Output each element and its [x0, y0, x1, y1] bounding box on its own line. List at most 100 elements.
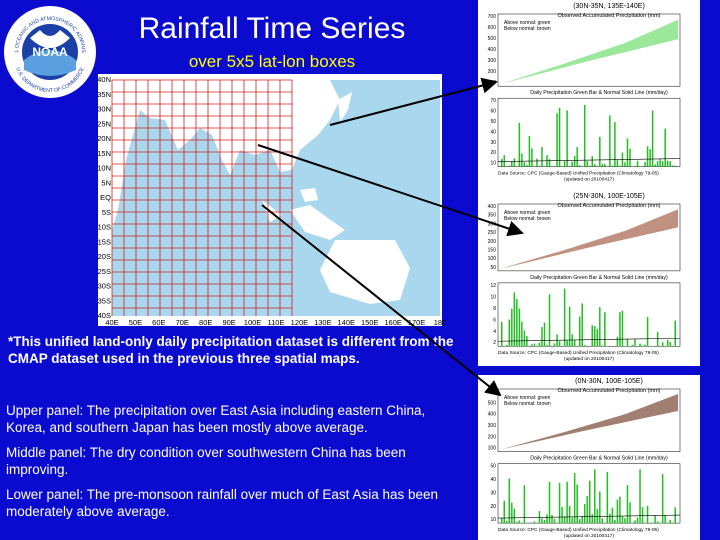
lower-bar [508, 319, 511, 347]
lower-bar [616, 159, 619, 167]
lower-bar [666, 339, 669, 347]
lower-bar [669, 519, 671, 524]
paragraph: Lower panel: The pre-monsoon rainfall ov… [6, 487, 438, 519]
upper-tick: 100 [488, 80, 497, 86]
paragraph: Middle panel: The dry condition over sou… [6, 445, 406, 477]
panel-bg [478, 190, 700, 366]
panel-legend: Below normal: brown [504, 26, 551, 32]
lower-bar [611, 165, 614, 167]
lower-bar [548, 481, 551, 524]
lower-bar [629, 148, 631, 167]
lower-bar [614, 122, 616, 167]
lower-bar [573, 155, 576, 167]
lower-bar [586, 496, 588, 524]
logo-ring: NATIONAL OCEANIC AND ATMOSPHERIC ADMINIS… [0, 0, 86, 53]
lower-bar [511, 308, 513, 347]
lower-frame [497, 97, 681, 167]
lower-bar [581, 303, 583, 347]
lower-bar [646, 146, 649, 167]
lower-tick: 40 [490, 477, 496, 483]
lower-bar [563, 288, 566, 347]
lower-bar [551, 514, 553, 524]
lower-bar [546, 514, 548, 524]
lower-frame [497, 463, 681, 524]
lower-tick: 60 [490, 109, 496, 115]
lower-bar [616, 337, 619, 347]
lon-label: 120E [291, 318, 309, 327]
lower-bar [546, 345, 548, 347]
lower-bar [538, 342, 541, 347]
lower-tick: 8 [493, 306, 496, 312]
lower-bar [503, 155, 506, 167]
lower-tick: 30 [490, 140, 496, 146]
panel-lower-title: Daily Precipitation Green Bar & Normal S… [530, 275, 668, 281]
lon-label: 60E [152, 318, 165, 327]
lower-bar [536, 345, 538, 347]
upper-area [500, 394, 678, 450]
lower-bar [604, 163, 606, 167]
lower-bar [616, 499, 619, 524]
lower-bar [649, 149, 651, 167]
lower-bar [518, 308, 521, 347]
upper-tick: 500 [488, 400, 497, 406]
lower-tick: 50 [490, 119, 496, 125]
lower-bar [511, 502, 513, 524]
lower-bar [538, 165, 541, 167]
lon-label: 40E [105, 318, 118, 327]
lon-label: 110E [268, 318, 285, 327]
lower-tick: 10 [490, 161, 496, 167]
panel-legend: Below normal: brown [504, 401, 551, 407]
upper-tick: 200 [488, 239, 497, 245]
logo: NOAA NATIONAL OCEANIC AND ATMOSPHERIC AD… [0, 0, 96, 98]
lon-label: 100E [244, 318, 262, 327]
panel-legend: Above normal: green [504, 395, 551, 401]
upper-tick: 350 [488, 213, 497, 219]
lower-bar [518, 122, 521, 167]
lon-label: 140E [338, 318, 356, 327]
panel-lower-title: Daily Precipitation Green Bar & Normal S… [530, 90, 668, 96]
upper-tick: 400 [488, 204, 497, 210]
lower-bar [571, 334, 573, 347]
lower-bar [651, 110, 654, 167]
lower-bar [578, 165, 581, 167]
lower-tick: 50 [490, 464, 496, 470]
lower-bar [641, 507, 644, 524]
lower-tick: 6 [493, 317, 496, 323]
lower-bar [558, 482, 561, 524]
lower-bar [541, 518, 543, 524]
lower-bar [501, 159, 503, 167]
lower-bar [589, 480, 591, 524]
lower-bar [661, 474, 664, 524]
lower-bar [626, 138, 629, 167]
lower-bar [619, 312, 621, 347]
lower-bar [604, 312, 606, 347]
lower-frame [497, 282, 681, 347]
lower-bar [661, 342, 664, 347]
note: *This unified land-only daily precipitat… [8, 334, 454, 366]
lower-bar [558, 341, 561, 347]
lat-label: 40N [97, 75, 111, 84]
lower-bar [609, 115, 611, 167]
panel-upper-title: Observed Accumulated Precipitation (mm) [557, 388, 660, 394]
panel-updated: (updated on 20100417) [564, 177, 614, 183]
lower-bar [636, 160, 639, 167]
lat-label: 30N [97, 105, 111, 114]
upper-tick: 600 [488, 389, 497, 395]
lower-bar [583, 345, 586, 347]
lon-label: 180 [434, 318, 447, 327]
lower-bar [533, 521, 536, 524]
panel-region: (30N-35N, 135E-140E) [573, 3, 645, 10]
lower-bar [511, 160, 513, 167]
panel-lower-title: Daily Precipitation Green Bar & Normal S… [530, 456, 668, 462]
lower-bar [578, 316, 581, 347]
lower-bar [624, 162, 626, 167]
lat-label: 5S [102, 208, 111, 217]
lon-label: 170E [408, 318, 426, 327]
lower-bar [573, 340, 576, 347]
panel-updated: (updated on 20100417) [564, 533, 614, 539]
lower-bar [521, 321, 523, 347]
upper-frame [497, 388, 681, 452]
lower-bar [601, 163, 604, 167]
upper-tick: 100 [488, 446, 497, 452]
lat-label: 15S [98, 237, 111, 246]
